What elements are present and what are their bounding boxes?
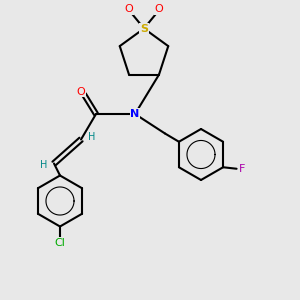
Text: Cl: Cl <box>55 238 65 248</box>
Text: O: O <box>76 86 85 97</box>
Text: F: F <box>239 164 245 174</box>
Text: N: N <box>130 109 140 119</box>
Text: O: O <box>154 4 164 14</box>
Text: O: O <box>124 4 134 14</box>
Text: H: H <box>88 131 95 142</box>
Text: H: H <box>40 160 47 170</box>
Text: S: S <box>140 23 148 34</box>
